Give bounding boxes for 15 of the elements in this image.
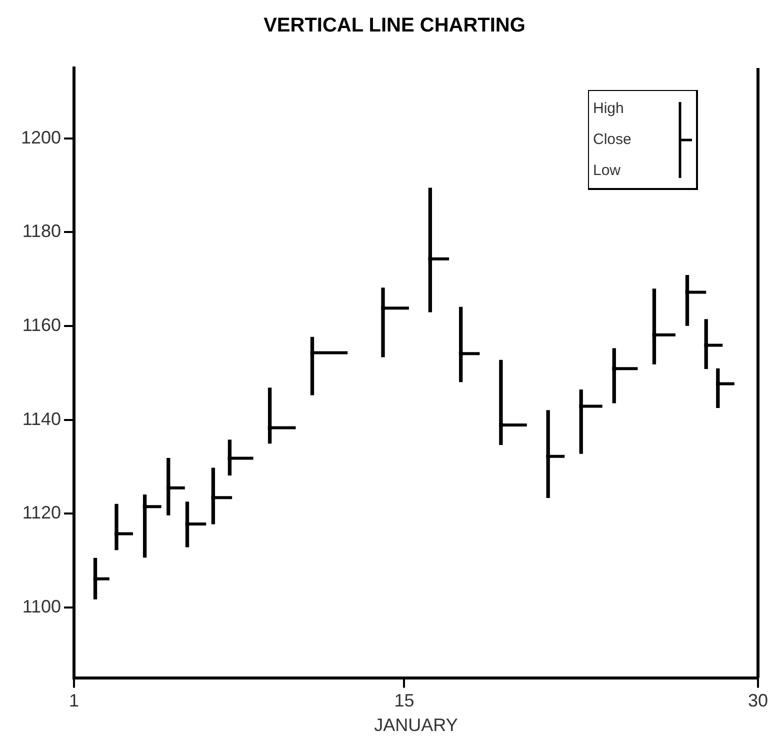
y-tick-label: 1160	[22, 314, 62, 335]
y-tick-label: 1120	[22, 502, 62, 523]
x-tick-label: 15	[394, 690, 414, 711]
annotation: Low	[593, 161, 622, 181]
x-axis-title: JANUARY	[374, 715, 458, 736]
key-box: High Close Low	[588, 90, 698, 190]
y-tick-label: 1140	[22, 408, 62, 429]
annotation: High	[593, 99, 625, 119]
chart-title: VERTICAL LINE CHARTING	[264, 14, 526, 37]
y-tick-label: 1100	[22, 596, 62, 616]
y-tick-label: 1180	[22, 221, 62, 242]
x-tick-label: 1	[69, 690, 80, 711]
x-tick-label: 30	[748, 690, 768, 711]
annotation: Close	[593, 130, 632, 150]
y-tick-label: 1200	[20, 127, 62, 148]
